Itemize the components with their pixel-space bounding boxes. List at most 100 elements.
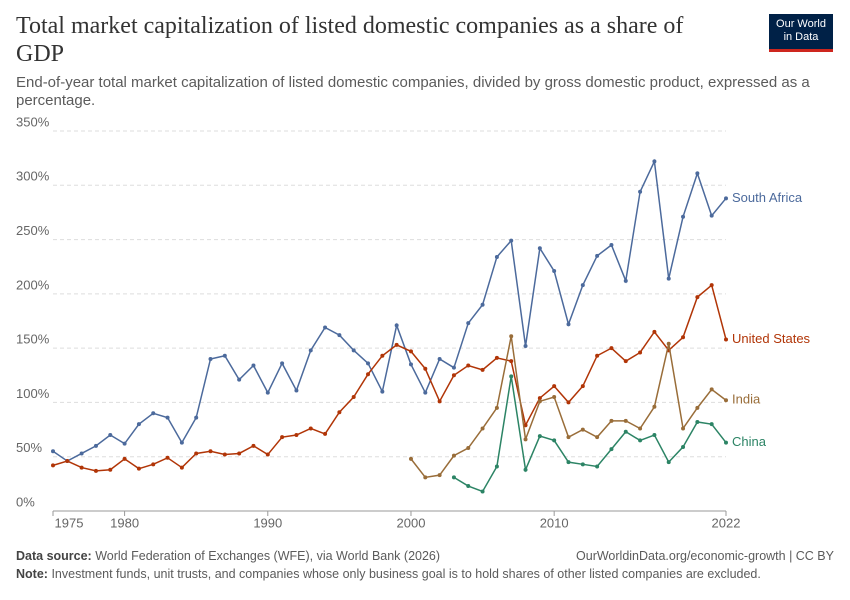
data-point xyxy=(294,433,299,437)
data-point xyxy=(537,396,542,401)
data-point xyxy=(552,269,557,274)
data-point xyxy=(466,484,471,489)
data-point xyxy=(280,361,285,366)
data-point xyxy=(222,353,227,358)
data-point xyxy=(523,343,528,348)
data-point xyxy=(437,357,442,361)
data-point xyxy=(208,449,213,454)
series-line xyxy=(453,376,727,493)
data-point xyxy=(652,433,657,437)
data-point xyxy=(523,467,528,472)
data-point xyxy=(652,404,657,409)
data-point xyxy=(480,367,485,372)
data-point xyxy=(337,410,342,415)
data-point xyxy=(681,214,686,219)
data-point xyxy=(294,388,299,393)
data-point xyxy=(323,325,328,330)
data-point xyxy=(609,346,614,351)
url[interactable]: OurWorldinData.org/economic-growth | CC … xyxy=(576,549,834,563)
y-tick-label: 50% xyxy=(16,440,42,455)
data-point xyxy=(79,451,84,456)
data-point xyxy=(194,451,199,456)
y-tick-label: 0% xyxy=(16,494,35,509)
data-point xyxy=(638,189,643,194)
data-point xyxy=(179,465,184,470)
data-point xyxy=(423,366,428,371)
data-point xyxy=(695,405,700,410)
legend-label: South Africa xyxy=(732,190,803,205)
x-tick-label: 2010 xyxy=(540,515,569,530)
data-point xyxy=(638,350,643,355)
subtitle: End-of-year total market capitalization … xyxy=(16,74,810,109)
data-point xyxy=(237,377,242,382)
data-point xyxy=(380,389,385,394)
data-point xyxy=(552,384,557,389)
data-point xyxy=(308,426,313,431)
data-point xyxy=(366,361,371,366)
data-point xyxy=(337,333,342,338)
data-point xyxy=(323,431,328,436)
data-point xyxy=(451,373,456,378)
data-point xyxy=(451,365,456,370)
y-tick-label: 100% xyxy=(16,386,50,401)
data-point xyxy=(681,335,686,340)
data-point xyxy=(552,438,557,443)
data-point xyxy=(194,415,199,420)
data-point xyxy=(165,415,170,420)
data-point xyxy=(136,422,141,427)
data-point xyxy=(580,384,585,389)
data-point xyxy=(509,238,514,243)
data-point xyxy=(724,196,728,201)
logo[interactable]: Our World in Data xyxy=(769,14,833,52)
data-point xyxy=(423,390,428,395)
data-point xyxy=(251,443,256,448)
data-point xyxy=(494,405,499,410)
data-point xyxy=(537,399,542,404)
data-point xyxy=(265,452,270,457)
data-point xyxy=(537,246,542,251)
data-point xyxy=(380,353,385,358)
data-point xyxy=(666,341,671,346)
x-tick-label: 2000 xyxy=(397,515,426,530)
footer-row: Data source: World Federation of Exchang… xyxy=(16,546,834,567)
x-tick-label: 1975 xyxy=(55,515,84,530)
data-point xyxy=(695,295,700,300)
data-point xyxy=(509,359,514,364)
data-point xyxy=(265,390,270,395)
data-point xyxy=(408,362,413,367)
data-point xyxy=(638,438,643,443)
data-point xyxy=(494,355,499,360)
note-text: Investment funds, unit trusts, and compa… xyxy=(51,567,761,581)
data-point xyxy=(423,475,428,480)
data-point xyxy=(51,449,55,454)
data-point xyxy=(208,357,213,361)
data-point xyxy=(437,473,442,478)
data-point xyxy=(595,464,600,469)
data-point xyxy=(638,426,643,431)
data-point xyxy=(509,374,514,379)
legend-label: United States xyxy=(732,331,811,346)
y-tick-label: 300% xyxy=(16,169,50,184)
data-point xyxy=(709,213,714,218)
data-point xyxy=(351,348,356,353)
y-tick-label: 150% xyxy=(16,332,50,347)
data-point xyxy=(108,433,113,437)
data-point xyxy=(108,467,113,472)
data-point xyxy=(179,440,184,445)
series-line xyxy=(52,158,727,462)
data-point xyxy=(437,399,442,404)
data-point xyxy=(709,422,714,427)
data-point xyxy=(566,435,571,440)
data-point xyxy=(681,426,686,431)
data-point xyxy=(466,321,471,326)
data-point xyxy=(79,465,84,470)
data-point xyxy=(165,455,170,460)
note: Note: Investment funds, unit trusts, and… xyxy=(16,567,834,582)
x-tick-label: 2022 xyxy=(712,515,741,530)
x-tick-label: 1980 xyxy=(110,515,139,530)
data-point xyxy=(566,322,571,327)
data-point xyxy=(595,435,600,440)
title: Total market capitalization of listed do… xyxy=(16,13,684,67)
y-tick-label: 200% xyxy=(16,277,50,292)
